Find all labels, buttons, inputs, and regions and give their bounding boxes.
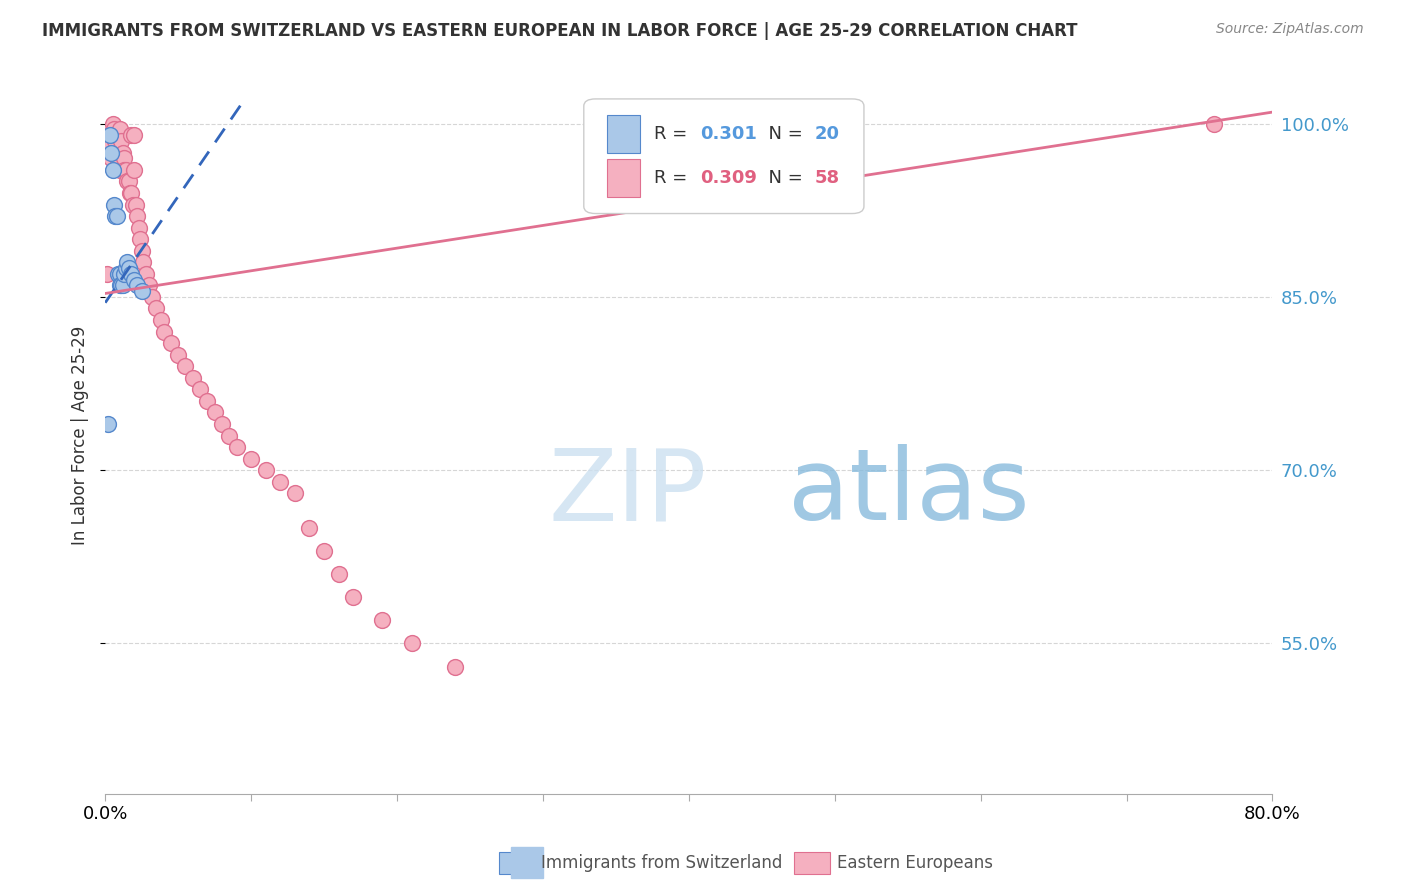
Point <box>444 659 467 673</box>
Point <box>98 140 121 154</box>
Point <box>104 134 127 148</box>
Point <box>104 209 127 223</box>
Point <box>254 463 277 477</box>
Point <box>240 451 263 466</box>
Point <box>167 348 190 362</box>
Point <box>98 128 121 143</box>
Text: N =: N = <box>756 125 808 143</box>
FancyBboxPatch shape <box>583 99 863 213</box>
Point <box>160 336 183 351</box>
Point <box>269 475 291 489</box>
Point <box>195 393 218 408</box>
Point <box>108 122 131 136</box>
Point <box>127 278 149 293</box>
Bar <box>607 160 640 197</box>
Point <box>103 197 125 211</box>
Point <box>149 313 172 327</box>
Text: N =: N = <box>756 169 808 187</box>
Point <box>132 255 155 269</box>
Text: 20: 20 <box>815 125 839 143</box>
Point <box>108 162 131 177</box>
Point <box>100 145 122 160</box>
Text: Source: ZipAtlas.com: Source: ZipAtlas.com <box>1216 22 1364 37</box>
Point <box>115 174 138 188</box>
Y-axis label: In Labor Force | Age 25-29: In Labor Force | Age 25-29 <box>72 326 89 545</box>
Point <box>174 359 197 374</box>
Point <box>112 162 135 177</box>
Point <box>112 267 135 281</box>
Point <box>129 232 152 246</box>
Text: 0.301: 0.301 <box>700 125 758 143</box>
Text: R =: R = <box>654 125 693 143</box>
Point <box>115 255 138 269</box>
Point <box>105 145 128 160</box>
Text: atlas: atlas <box>789 444 1029 541</box>
Point <box>110 278 132 293</box>
Point <box>105 209 128 223</box>
Point <box>152 325 174 339</box>
Point <box>284 486 307 500</box>
Point <box>100 151 122 165</box>
Point <box>107 157 129 171</box>
Point <box>135 267 157 281</box>
Point <box>1204 117 1226 131</box>
Point <box>108 267 131 281</box>
Point <box>127 209 149 223</box>
Point <box>225 440 247 454</box>
Point <box>124 162 146 177</box>
Point <box>121 267 143 281</box>
Point <box>138 278 160 293</box>
Bar <box>607 115 640 153</box>
Point <box>298 521 321 535</box>
Point <box>97 417 120 431</box>
Point <box>124 272 146 286</box>
Point <box>103 122 125 136</box>
Point <box>342 591 364 605</box>
Point <box>145 301 167 316</box>
Point <box>328 567 350 582</box>
Text: Eastern Europeans: Eastern Europeans <box>837 855 993 872</box>
Point <box>124 128 146 143</box>
Point <box>122 197 145 211</box>
Point <box>211 417 233 431</box>
Point <box>121 128 143 143</box>
Point <box>97 128 120 143</box>
Point <box>114 261 136 276</box>
Point <box>117 261 139 276</box>
Point <box>128 220 150 235</box>
Text: ZIP: ZIP <box>548 444 707 541</box>
Text: IMMIGRANTS FROM SWITZERLAND VS EASTERN EUROPEAN IN LABOR FORCE | AGE 25-29 CORRE: IMMIGRANTS FROM SWITZERLAND VS EASTERN E… <box>42 22 1077 40</box>
Text: Immigrants from Switzerland: Immigrants from Switzerland <box>541 855 783 872</box>
Point <box>101 117 124 131</box>
Point <box>371 614 394 628</box>
Point <box>204 405 226 419</box>
Point <box>121 186 143 200</box>
Point <box>118 186 141 200</box>
Point <box>117 174 139 188</box>
Point <box>401 636 423 650</box>
Point <box>141 290 163 304</box>
Point <box>312 544 335 558</box>
Point <box>131 244 153 258</box>
Text: 0.309: 0.309 <box>700 169 758 187</box>
Point <box>111 145 134 160</box>
Point <box>114 162 136 177</box>
Point <box>101 162 124 177</box>
Text: 58: 58 <box>815 169 839 187</box>
Point <box>108 278 131 293</box>
Point <box>125 197 148 211</box>
Point <box>107 267 129 281</box>
Point <box>112 151 135 165</box>
Point <box>96 267 118 281</box>
Text: R =: R = <box>654 169 693 187</box>
Point <box>181 371 204 385</box>
Point <box>188 382 211 396</box>
Point <box>110 134 132 148</box>
Point <box>111 278 134 293</box>
Point <box>131 284 153 298</box>
Point <box>218 428 240 442</box>
